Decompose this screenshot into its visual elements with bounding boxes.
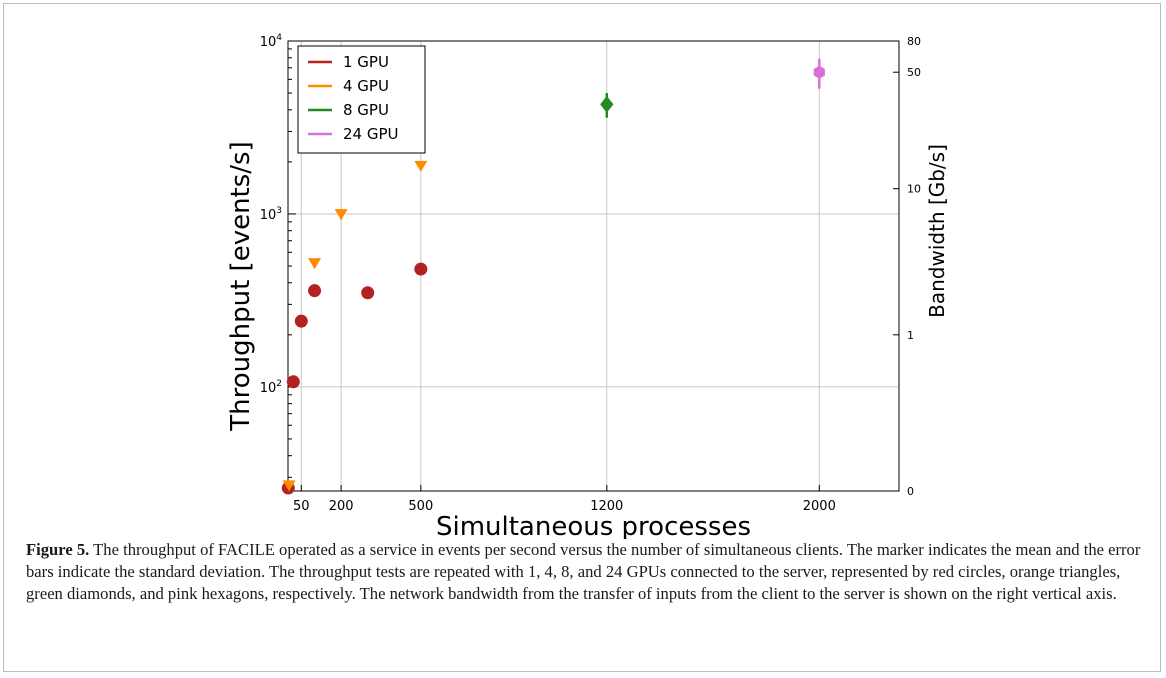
legend-entry: 24 GPU	[343, 125, 399, 143]
throughput-chart: 50 200 500 1200 2000 102 103 104 0 1 10 50 80 Simult…	[226, 33, 949, 539]
point-4-gpu	[334, 209, 348, 221]
x-tick-label: 500	[408, 499, 433, 514]
x-tick-label: 2000	[803, 499, 836, 514]
y-axis-label: Throughput [events/s]	[226, 141, 256, 431]
x-tick-label: 200	[329, 499, 354, 514]
point-8-gpu	[600, 95, 614, 113]
y2-tick-label: 50	[907, 66, 921, 79]
legend: 1 GPU 4 GPU 8 GPU 24 GPU	[297, 45, 426, 154]
point-4-gpu	[308, 258, 322, 270]
x-tick-label: 50	[293, 499, 310, 514]
y2-tick-label: 10	[907, 183, 921, 196]
y2-tick-label: 80	[907, 35, 921, 48]
data-marks	[281, 58, 825, 495]
point-1-gpu	[308, 284, 322, 298]
figure-caption: Figure 5. The throughput of FACILE opera…	[26, 539, 1151, 605]
point-1-gpu	[294, 314, 308, 328]
y2-tick-label: 0	[907, 485, 914, 498]
point-1-gpu	[361, 286, 375, 300]
figure-frame: 50 200 500 1200 2000 102 103 104 0 1 10 50 80 Simult…	[3, 3, 1161, 672]
y-tick-label: 102	[260, 379, 282, 396]
y-tick-label: 103	[260, 206, 282, 223]
point-4-gpu	[414, 160, 428, 172]
caption-text: The throughput of FACILE operated as a s…	[26, 540, 1141, 603]
legend-entry: 8 GPU	[343, 101, 389, 119]
legend-entry: 4 GPU	[343, 77, 389, 95]
y2-tick-label: 1	[907, 329, 914, 342]
caption-label: Figure 5.	[26, 540, 90, 559]
legend-entry: 1 GPU	[343, 53, 389, 71]
x-tick-label: 1200	[590, 499, 623, 514]
y-tick-label: 104	[260, 33, 283, 50]
point-1-gpu	[286, 375, 300, 389]
point-4-gpu	[282, 480, 296, 492]
y2-axis-label: Bandwidth [Gb/s]	[925, 144, 949, 318]
point-24-gpu	[813, 65, 825, 79]
x-axis-label: Simultaneous processes	[436, 512, 751, 539]
point-1-gpu	[414, 262, 428, 276]
